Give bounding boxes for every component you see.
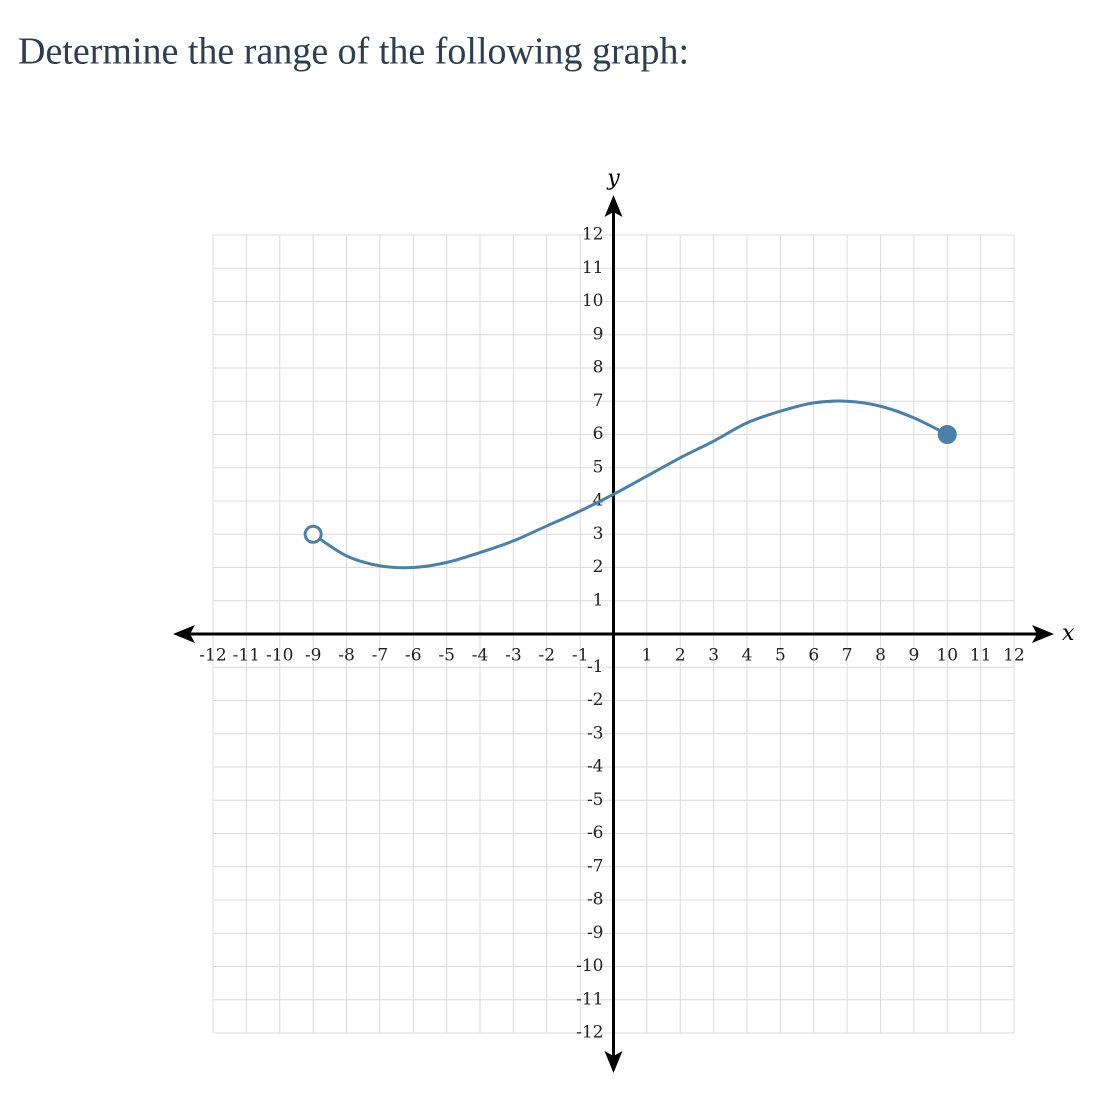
- arrow: [173, 625, 195, 643]
- x-tick-label: -6: [405, 646, 422, 666]
- y-tick-label: 5: [593, 457, 604, 477]
- x-tick-label: 6: [808, 646, 819, 666]
- question-title: Determine the range of the following gra…: [18, 31, 689, 73]
- y-tick-label: 2: [593, 557, 604, 577]
- y-tick-label: 9: [593, 324, 604, 344]
- y-tick-label: -3: [587, 723, 604, 743]
- x-tick-label: 9: [908, 646, 919, 666]
- x-tick-label: -9: [305, 646, 322, 666]
- y-tick-label: -9: [587, 923, 604, 943]
- y-tick-label: -8: [587, 890, 604, 910]
- y-tick-label: -12: [576, 1023, 603, 1043]
- x-tick-label: 11: [970, 646, 992, 666]
- y-tick-label: 7: [593, 391, 604, 411]
- y-tick-label: 3: [593, 524, 604, 544]
- x-tick-label: 3: [708, 646, 719, 666]
- y-tick-label: 8: [593, 358, 604, 378]
- arrow: [604, 195, 623, 217]
- y-tick-label: 11: [582, 258, 604, 278]
- y-tick-label: -1: [587, 657, 604, 677]
- x-tick-label: 12: [1003, 646, 1025, 666]
- y-tick-label: -11: [576, 989, 603, 1009]
- x-tick-label: -2: [538, 646, 555, 666]
- x-tick-label: -3: [505, 646, 522, 666]
- x-tick-label: 7: [842, 646, 853, 666]
- x-axis-label: x: [1062, 621, 1075, 646]
- y-tick-label: -10: [576, 956, 603, 976]
- x-tick-label: -8: [338, 646, 355, 666]
- curve: [312, 399, 948, 570]
- x-tick-label: 2: [675, 646, 686, 666]
- y-tick-label: 12: [582, 225, 604, 245]
- y-axis-label: y: [606, 166, 620, 191]
- x-tick-label: -4: [472, 646, 489, 666]
- plot: xy-12 -11 -10 -9 -8 -7 -6 -5 -4 -3 -2 -1 1 2 3 4 5 6 7 8 9 10…: [173, 166, 1075, 1073]
- x-tick-label: 5: [775, 646, 786, 666]
- x-tick-label: 4: [742, 646, 753, 666]
- endpoint: [937, 425, 957, 444]
- x-tick-label: -7: [372, 646, 389, 666]
- x-tick-label: -5: [438, 646, 455, 666]
- x-tick-label: -12: [199, 646, 226, 666]
- arrow: [1032, 625, 1054, 643]
- y-tick-label: -7: [587, 856, 604, 876]
- y-tick-label: 6: [593, 424, 604, 444]
- x-tick-label: 8: [875, 646, 886, 666]
- x-tick-label: 1: [641, 646, 652, 666]
- x-tick-label: -1: [572, 646, 589, 666]
- y-tick-label: 10: [582, 291, 604, 311]
- y-tick-label: 1: [593, 590, 604, 610]
- endpoint: [303, 524, 323, 544]
- x-tick-label: -10: [266, 646, 293, 666]
- arrow: [604, 1051, 623, 1073]
- y-tick-label: -5: [587, 790, 604, 810]
- x-tick-label: 10: [936, 646, 958, 666]
- y-tick-label: 4: [593, 491, 604, 511]
- y-tick-label: -6: [587, 823, 604, 843]
- y-tick-label: -2: [587, 690, 604, 710]
- x-tick-label: -11: [233, 646, 260, 666]
- y-tick-label: -4: [587, 757, 604, 777]
